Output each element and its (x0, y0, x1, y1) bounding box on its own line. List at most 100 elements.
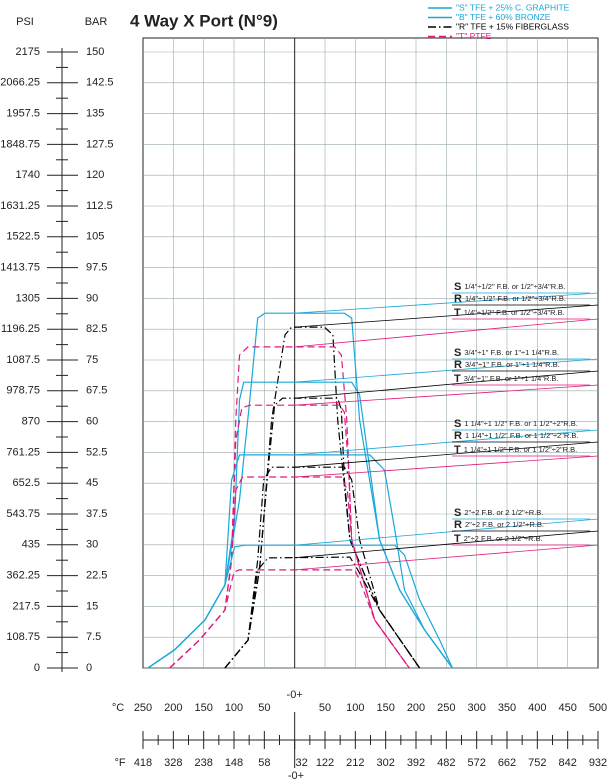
y-tick-label: 37.5 (86, 508, 107, 520)
callout-letter: R (454, 430, 462, 442)
zero-label: -0+ (288, 770, 304, 782)
x-tick-label: 150 (376, 702, 394, 714)
callout-text: 1 1/4"÷1 1/2" F.B. or 1 1/2"÷2"R.B. (464, 419, 578, 428)
curve (147, 544, 453, 669)
x2-tick-label: 122 (316, 757, 334, 769)
x-tick-label: 150 (194, 702, 212, 714)
callout-text: 1/4"÷1/2" F.B. or 1/2"÷3/4"R.B. (464, 308, 565, 317)
x2-tick-label: 238 (194, 757, 212, 769)
y2-tick-label: 2066.25 (0, 77, 40, 89)
callout-letter: R (454, 519, 462, 531)
x2-tick-label: 842 (558, 757, 576, 769)
x-tick-label: -0+ (287, 689, 303, 701)
curve (147, 381, 453, 669)
callout-letter: S (454, 347, 461, 359)
callout-leader (294, 429, 599, 456)
callout-label: T 2"÷2 F.B. or 2 1/2"÷R.B. (454, 533, 543, 545)
y-tick-label: 97.5 (86, 262, 107, 274)
y-tick-label: 30 (86, 539, 98, 551)
y-tick-label: 127.5 (86, 138, 114, 150)
x2-tick-label: 328 (164, 757, 182, 769)
callout-letter: S (454, 418, 461, 430)
y2-tick-label: 2175 (16, 46, 40, 58)
callout-text: 3/4"÷1" F.B. or 1"÷1 1/4"R.B. (464, 348, 559, 357)
callout-letter: R (454, 293, 462, 305)
y2-tick-label: 1413.75 (0, 262, 40, 274)
x-tick-label: 50 (319, 702, 331, 714)
y2-tick-label: 362.25 (6, 570, 40, 582)
y-tick-label: 45 (86, 477, 98, 489)
x2-tick-label: 392 (407, 757, 425, 769)
curve (224, 466, 421, 669)
callout-leader (294, 358, 599, 383)
callout-label: S 1/4"÷1/2" F.B. or 1/2"÷3/4"R.B. (454, 281, 565, 293)
x-tick-label: 250 (134, 702, 152, 714)
x2-tick-label: 212 (346, 757, 364, 769)
callout-leader (294, 518, 599, 546)
x-tick-label: 450 (558, 702, 576, 714)
y2-tick-label: 761.25 (6, 446, 40, 458)
callout-text: 3/4"÷1" F.B. or 1"÷1 1/4"R.B. (464, 374, 559, 383)
y-axis-title: BAR (85, 16, 108, 28)
callout-leader (294, 318, 599, 348)
legend-label: "S" TFE + 25% C. GRAPHITE (456, 2, 570, 12)
y2-tick-label: 0 (34, 662, 40, 674)
y-tick-label: 90 (86, 292, 98, 304)
y-tick-label: 52.5 (86, 446, 107, 458)
x-axis-title: °C (112, 702, 124, 714)
legend-label: "T" PTFE (456, 31, 492, 41)
x-tick-label: 250 (437, 702, 455, 714)
x-tick-label: 100 (225, 702, 243, 714)
callout-letter: T (454, 373, 461, 385)
curve (169, 569, 410, 669)
x2-tick-label: 572 (467, 757, 485, 769)
x-tick-label: 200 (164, 702, 182, 714)
y-tick-label: 7.5 (86, 631, 101, 643)
y2-tick-label: 1740 (16, 169, 40, 181)
x2-tick-label: 32 (296, 757, 308, 769)
legend-label: "R" TFE + 15% FIBERGLASS (456, 21, 569, 31)
x2-tick-label: 482 (437, 757, 455, 769)
x-tick-label: 50 (258, 702, 270, 714)
callout-letter: S (454, 507, 461, 519)
callout-letter: T (454, 533, 461, 545)
y-tick-label: 67.5 (86, 385, 107, 397)
callout-label: R 3/4"÷1" F.B. or 1"÷1 1/4"R.B. (454, 359, 560, 371)
y2-tick-label: 652.5 (12, 477, 40, 489)
callout-leader (294, 544, 599, 571)
curve (147, 312, 453, 669)
y2-tick-label: 870 (22, 416, 40, 428)
callout-text: 1 1/4"÷1 1/2" F.B. or 1 1/2"÷2"R.B. (465, 431, 579, 440)
callout-leader (294, 530, 599, 559)
curve (224, 326, 421, 669)
x2-tick-label: 302 (376, 757, 394, 769)
legend-label: "B" TFE + 60% BRONZE (456, 12, 551, 22)
x2-tick-label: 662 (498, 757, 516, 769)
y2-tick-label: 1848.75 (0, 138, 40, 150)
y-tick-label: 135 (86, 108, 104, 120)
y2-tick-label: 1631.25 (0, 200, 40, 212)
y2-tick-label: 1196.25 (1, 323, 40, 335)
y2-tick-label: 1305 (16, 292, 40, 304)
x-tick-label: 200 (407, 702, 425, 714)
x-tick-label: 300 (467, 702, 485, 714)
y2-tick-label: 1087.5 (6, 354, 40, 366)
x2-tick-label: 932 (589, 757, 607, 769)
curve (224, 556, 421, 669)
callout-text: 2"÷2 F.B. or 2 1/2"÷R.B. (464, 534, 543, 543)
callout-label: R 2"÷2 F.B. or 2 1/2"÷R.B. (454, 519, 544, 531)
curve (224, 397, 421, 669)
callout-label: T 1/4"÷1/2" F.B. or 1/2"÷3/4"R.B. (454, 307, 565, 319)
y-tick-label: 75 (86, 354, 98, 366)
y2-tick-label: 108.75 (6, 631, 40, 643)
y2-tick-label: 543.75 (6, 508, 40, 520)
x-tick-label: 400 (528, 702, 546, 714)
callout-leader (294, 384, 599, 406)
y-tick-label: 0 (86, 662, 92, 674)
callout-text: 1 1/4"÷1 1/2" F.B. or 1 1/2"÷2"R.B. (464, 445, 578, 454)
callout-letter: T (454, 307, 461, 319)
y-tick-label: 105 (86, 231, 104, 243)
